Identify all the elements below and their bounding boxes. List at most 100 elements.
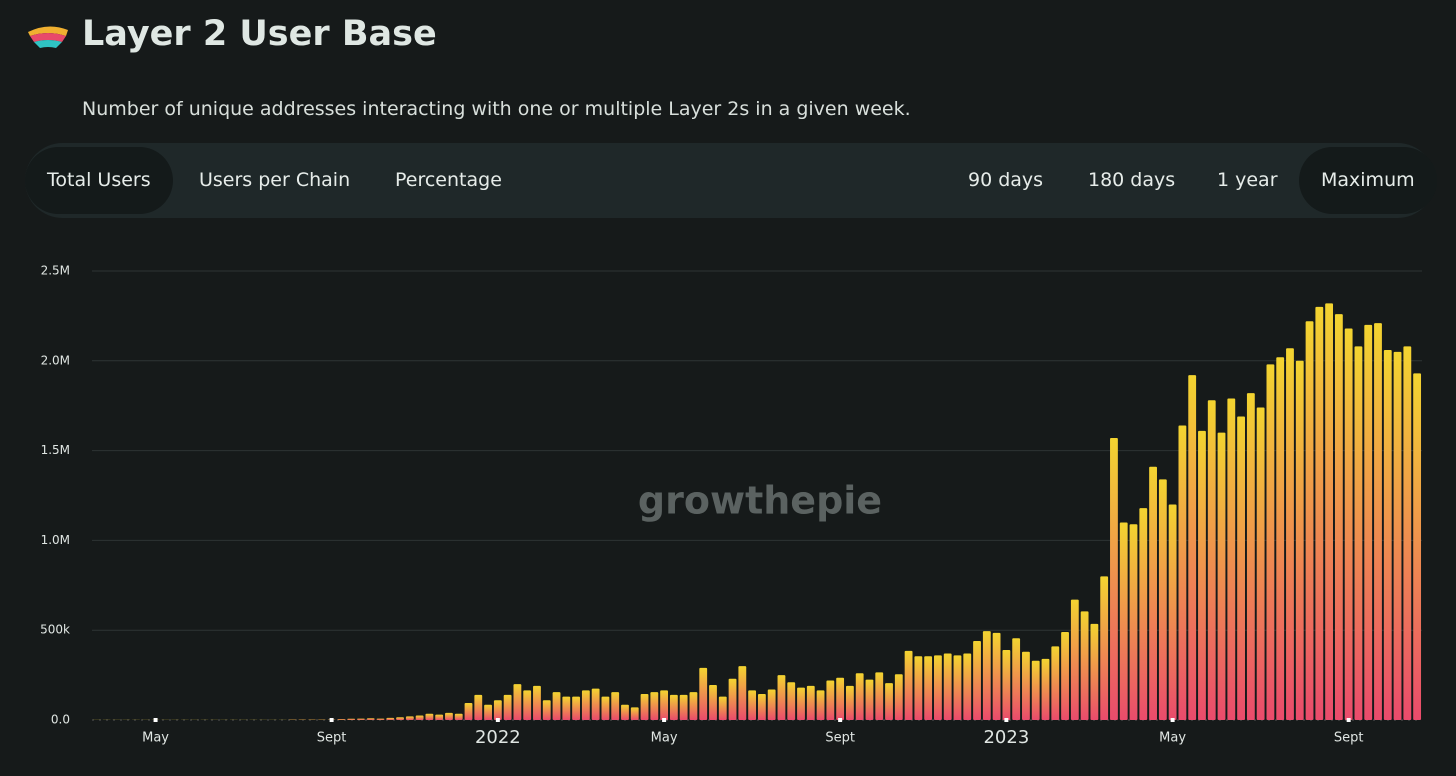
tab[interactable]: Users per Chain <box>199 169 351 191</box>
bar <box>1364 324 1373 720</box>
bar <box>689 692 698 720</box>
bar <box>484 704 492 720</box>
bar <box>1334 314 1343 720</box>
bar <box>748 690 757 720</box>
tab-bar: Total Users Users per Chain Percentage 90 d… <box>25 143 1437 218</box>
tab[interactable]: Percentage <box>395 169 502 191</box>
tab[interactable]: Maximum <box>1299 147 1437 214</box>
bar <box>435 714 444 720</box>
bar <box>669 694 678 720</box>
x-tick <box>329 718 334 722</box>
bar <box>1305 321 1314 720</box>
bar <box>1080 611 1089 720</box>
bar <box>982 631 991 720</box>
y-tick-label: 500k <box>40 623 70 637</box>
bar <box>660 690 669 720</box>
bar <box>885 683 893 720</box>
bar <box>464 702 473 720</box>
bar <box>1168 504 1177 720</box>
bar <box>1276 357 1285 720</box>
y-tick-label: 1.0M <box>41 533 70 547</box>
bar <box>640 693 649 720</box>
bar <box>757 693 766 720</box>
bar <box>904 650 913 720</box>
bar <box>601 696 610 720</box>
bar <box>865 679 874 720</box>
bar <box>679 694 688 720</box>
bar <box>562 696 571 720</box>
bar <box>1413 373 1422 720</box>
bar <box>934 655 942 720</box>
tab[interactable]: Total Users <box>25 147 173 214</box>
y-tick-label: 2.0M <box>41 353 70 367</box>
x-tick-label: 2022 <box>475 727 521 748</box>
x-tick-label: Sept <box>1334 731 1364 746</box>
bar <box>816 690 825 720</box>
bar <box>767 689 776 720</box>
bar <box>875 672 884 720</box>
bar <box>1325 303 1334 720</box>
x-tick <box>495 718 500 722</box>
bar <box>806 685 815 720</box>
bar <box>728 678 737 720</box>
bar <box>1022 651 1030 720</box>
bar <box>630 707 639 720</box>
tab[interactable]: 1 year <box>1217 169 1278 191</box>
bar <box>1119 522 1128 720</box>
bar <box>523 690 532 720</box>
bar <box>992 632 1001 720</box>
x-tick-label: May <box>142 731 169 746</box>
bar <box>1158 479 1167 720</box>
bar <box>396 717 404 720</box>
tab[interactable]: 180 days <box>1088 169 1176 191</box>
bar <box>474 694 483 720</box>
bar <box>493 700 502 720</box>
page-title: Layer 2 User Base <box>82 14 437 54</box>
y-tick-label: 1.5M <box>41 443 70 457</box>
bar <box>1207 400 1216 720</box>
bar <box>366 718 375 720</box>
bar <box>1266 364 1275 720</box>
bar <box>650 692 659 720</box>
bar <box>1227 398 1236 720</box>
bar <box>1031 660 1040 720</box>
bar <box>1061 631 1069 720</box>
bar <box>924 656 933 720</box>
bar <box>513 684 522 720</box>
bar <box>572 696 580 720</box>
x-tick <box>1346 718 1351 722</box>
bar <box>1217 432 1226 720</box>
bar <box>1295 360 1304 720</box>
bar <box>581 690 590 720</box>
bar <box>1374 323 1382 720</box>
bar <box>621 704 629 720</box>
bar <box>357 718 365 720</box>
bar <box>1256 407 1265 720</box>
bar <box>591 688 600 720</box>
bar <box>542 700 551 720</box>
bar <box>337 719 346 720</box>
x-tick <box>662 718 667 722</box>
bar <box>552 692 561 720</box>
bar <box>1354 346 1363 720</box>
bar <box>1383 350 1392 720</box>
bar <box>914 656 923 720</box>
bar <box>953 655 962 720</box>
bar <box>1041 658 1050 720</box>
bar <box>855 673 864 720</box>
bar <box>1237 416 1245 720</box>
x-tick <box>1170 718 1175 722</box>
bar <box>1403 346 1412 720</box>
bar <box>1002 649 1011 720</box>
x-tick <box>838 718 843 722</box>
bar <box>1315 306 1324 720</box>
bar <box>454 713 463 720</box>
bar <box>718 696 727 720</box>
bar <box>1286 348 1294 720</box>
bar <box>787 682 796 720</box>
bar <box>1178 425 1187 720</box>
x-tick-label: May <box>651 731 678 746</box>
bar <box>1188 375 1197 720</box>
tab[interactable]: 90 days <box>968 169 1044 191</box>
